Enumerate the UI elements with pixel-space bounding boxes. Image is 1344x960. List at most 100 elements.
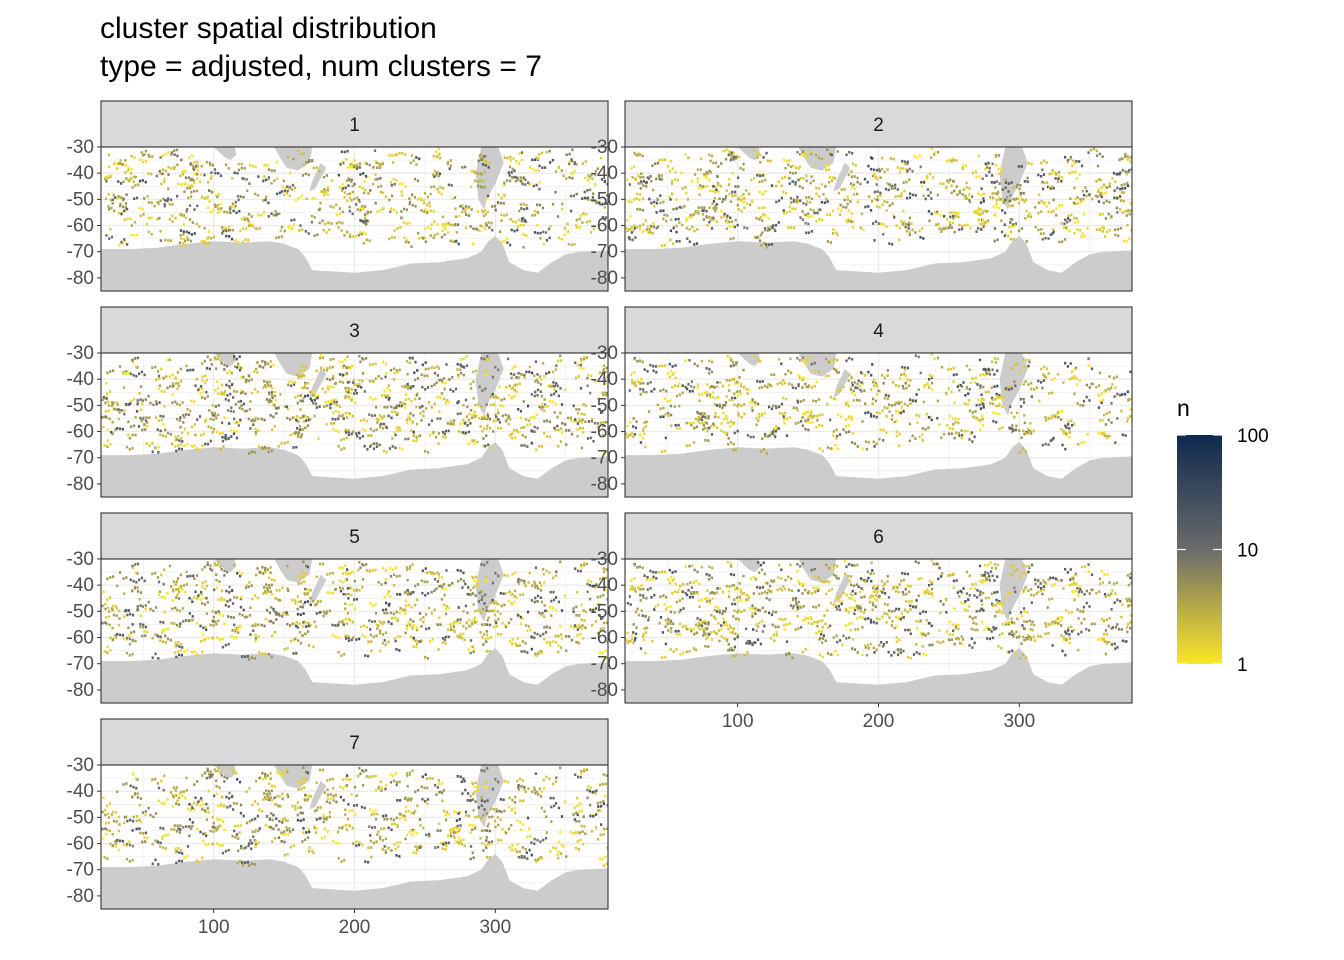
heatmap-cell <box>917 388 920 392</box>
heatmap-cell <box>212 414 215 417</box>
heatmap-cell <box>587 373 590 376</box>
heatmap-cell <box>399 226 402 229</box>
heatmap-cell <box>961 167 964 170</box>
heatmap-cell <box>188 612 192 615</box>
heatmap-cell <box>875 411 878 414</box>
heatmap-cell <box>349 196 352 200</box>
heatmap-cell <box>221 614 225 618</box>
heatmap-cell <box>265 178 268 182</box>
heatmap-cell <box>206 395 209 398</box>
heatmap-cell <box>581 197 584 200</box>
heatmap-cell <box>908 422 911 426</box>
heatmap-cell <box>805 179 808 183</box>
heatmap-cell <box>436 417 439 420</box>
heatmap-cell <box>419 412 422 415</box>
heatmap-cell <box>856 445 859 448</box>
heatmap-cell <box>711 385 715 388</box>
heatmap-cell <box>278 614 281 617</box>
heatmap-cell <box>705 209 708 213</box>
heatmap-cell <box>409 412 412 415</box>
heatmap-cell <box>725 148 728 152</box>
heatmap-cell <box>219 202 222 206</box>
heatmap-cell <box>159 433 162 437</box>
heatmap-cell <box>391 154 394 157</box>
heatmap-cell <box>215 367 218 371</box>
heatmap-cell <box>304 381 307 385</box>
heatmap-cell <box>551 203 555 206</box>
heatmap-cell <box>459 634 462 638</box>
heatmap-cell <box>981 218 985 221</box>
heatmap-cell <box>232 432 236 436</box>
heatmap-cell <box>758 386 761 390</box>
heatmap-cell <box>1009 199 1012 203</box>
heatmap-cell <box>164 199 167 202</box>
y-tick-label: -50 <box>67 395 94 416</box>
heatmap-cell <box>293 223 296 227</box>
heatmap-cell <box>345 158 348 161</box>
heatmap-cell <box>484 213 488 216</box>
heatmap-cell <box>460 430 463 434</box>
heatmap-cell <box>787 226 790 229</box>
heatmap-cell <box>433 220 436 223</box>
heatmap-cell <box>189 409 192 413</box>
heatmap-cell <box>496 610 499 613</box>
heatmap-cell <box>740 198 743 202</box>
heatmap-cell <box>430 405 433 409</box>
heatmap-cell <box>212 615 215 619</box>
heatmap-cell <box>219 174 223 178</box>
heatmap-cell <box>1101 230 1105 233</box>
heatmap-cell <box>266 164 269 167</box>
heatmap-cell <box>530 393 533 396</box>
heatmap-cell <box>1000 397 1003 401</box>
heatmap-cell <box>696 383 700 386</box>
heatmap-cell <box>459 358 463 361</box>
heatmap-cell <box>1118 172 1121 176</box>
heatmap-cell <box>105 416 109 420</box>
heatmap-cell <box>503 183 506 187</box>
heatmap-cell <box>671 365 674 368</box>
heatmap-cell <box>645 228 649 231</box>
heatmap-cell <box>874 399 877 403</box>
heatmap-cell <box>292 157 295 161</box>
heatmap-cell <box>646 382 649 385</box>
heatmap-cell <box>901 373 904 376</box>
heatmap-cell <box>296 401 299 405</box>
heatmap-cell <box>454 207 457 211</box>
facet-strip-label: 3 <box>349 321 360 342</box>
heatmap-cell <box>350 587 353 590</box>
heatmap-cell <box>1052 186 1055 190</box>
heatmap-cell <box>427 209 430 213</box>
heatmap-cell <box>408 361 411 365</box>
heatmap-cell <box>831 232 835 235</box>
heatmap-cell <box>1126 416 1130 420</box>
heatmap-cell <box>136 366 139 369</box>
heatmap-cell <box>703 206 706 209</box>
heatmap-cell <box>425 571 429 575</box>
heatmap-cell <box>950 390 953 394</box>
heatmap-cell <box>283 441 286 445</box>
heatmap-cell <box>185 210 188 213</box>
heatmap-cell <box>853 393 857 397</box>
heatmap-cell <box>194 384 197 388</box>
heatmap-cell <box>758 190 761 194</box>
heatmap-cell <box>632 425 635 428</box>
heatmap-cell <box>415 439 418 443</box>
heatmap-cell <box>541 402 544 406</box>
heatmap-cell <box>931 388 934 392</box>
heatmap-cell <box>915 393 918 396</box>
heatmap-cell <box>499 230 502 234</box>
heatmap-cell <box>681 223 684 227</box>
heatmap-cell <box>363 390 367 393</box>
heatmap-cell <box>393 182 396 186</box>
heatmap-cell <box>158 384 162 388</box>
heatmap-cell <box>918 435 921 439</box>
heatmap-cell <box>949 159 953 163</box>
heatmap-cell <box>1127 170 1130 174</box>
heatmap-cell <box>579 363 582 367</box>
heatmap-cell <box>944 227 947 231</box>
heatmap-cell <box>730 359 733 362</box>
heatmap-cell <box>334 429 337 433</box>
heatmap-cell <box>123 209 126 213</box>
heatmap-cell <box>407 415 410 419</box>
heatmap-cell <box>981 397 984 400</box>
